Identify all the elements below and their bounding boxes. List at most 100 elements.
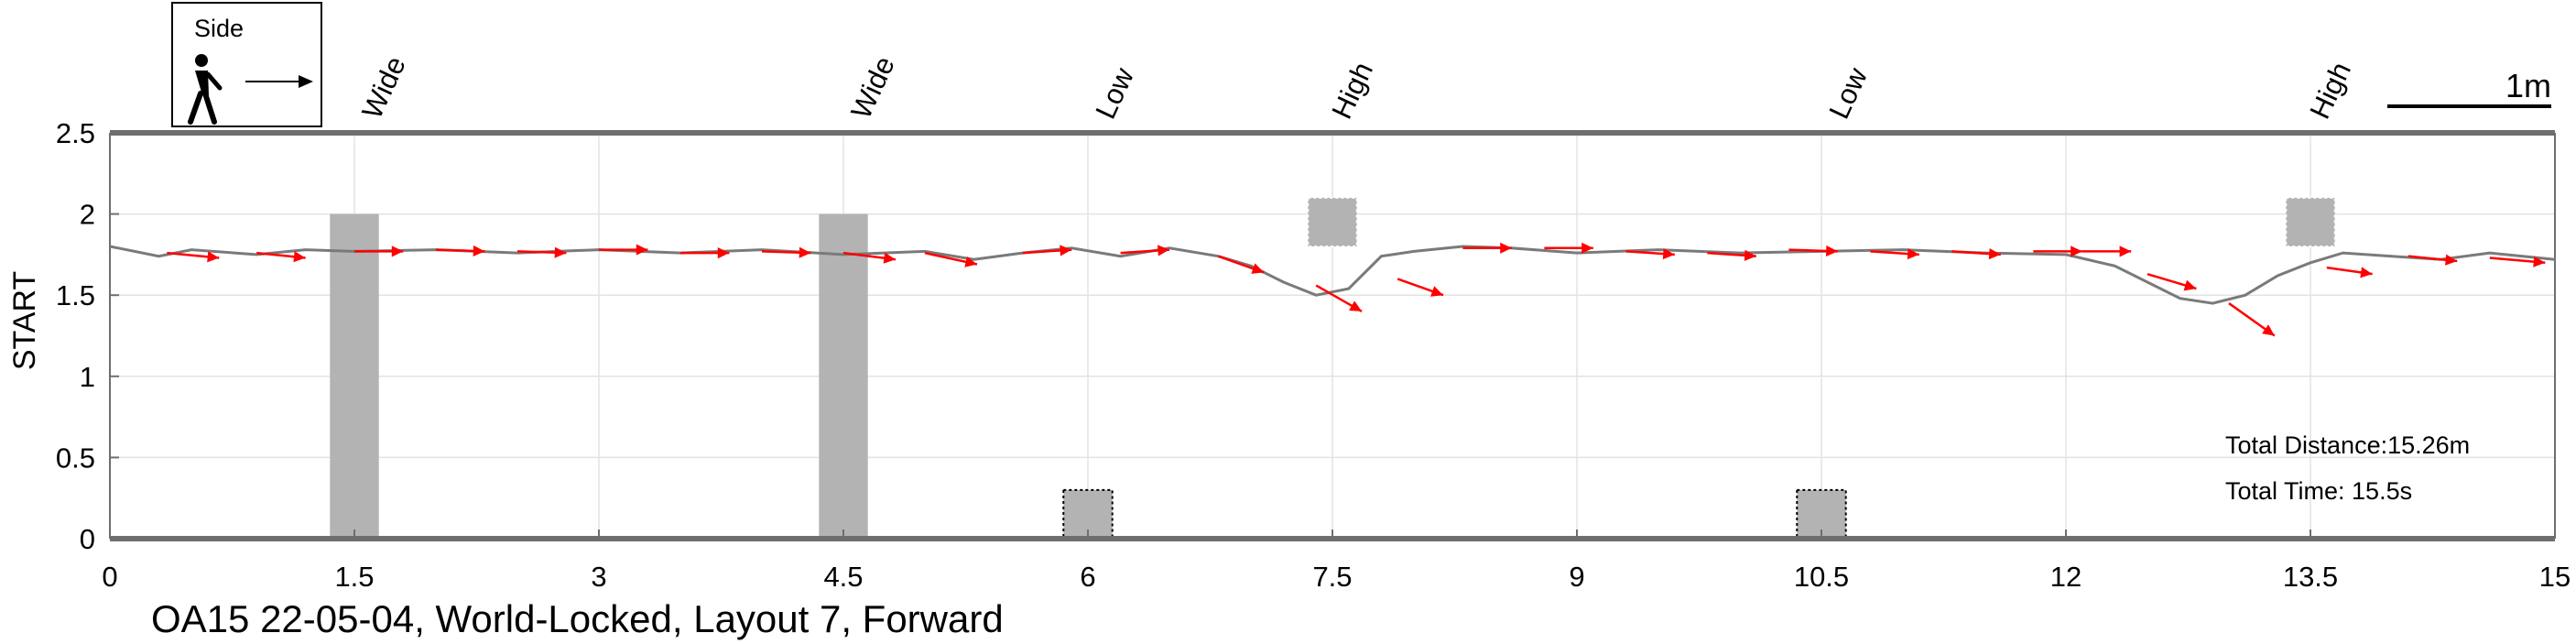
direction-arrow-head [883, 252, 896, 264]
direction-arrow [2489, 256, 2546, 267]
total-distance-text: Total Distance:15.26m [2225, 431, 2470, 459]
direction-arrow-head [717, 247, 730, 259]
y-axis-label: START [7, 271, 42, 370]
direction-legend: Side [171, 2, 322, 127]
obstacle-high [1307, 196, 1358, 248]
obstacle-label: High [1325, 57, 1379, 124]
direction-arrow [1315, 284, 1363, 313]
direction-arrow-head [2262, 324, 2275, 336]
obstacle-label: High [2303, 57, 2357, 124]
direction-arrow-head [2533, 256, 2546, 267]
direction-arrow-head [1825, 245, 1838, 257]
direction-arrow-head [2445, 254, 2458, 266]
direction-arrow-head [1430, 286, 1444, 297]
direction-arrow [1217, 255, 1265, 274]
direction-arrow-head [1662, 247, 1675, 260]
obstacle-label: Wide [355, 51, 412, 124]
direction-legend-label: Side [194, 15, 244, 42]
direction-arrow [1462, 242, 1512, 254]
direction-arrow [354, 246, 404, 257]
y-tick-label: 1 [80, 361, 95, 393]
direction-arrow [1022, 245, 1072, 257]
obstacle-label: Wide [844, 51, 901, 124]
direction-arrow [1397, 278, 1444, 297]
direction-arrow [2033, 246, 2082, 257]
axis-ticks: 0 1.5 3 4.5 6 7.5 9 10.5 12 13.5 15 0 0.5 1 1.5 2 2.5 [56, 117, 2571, 593]
direction-arrow-head [2183, 279, 2197, 291]
direction-arrow [842, 251, 897, 264]
direction-arrow-head [1500, 242, 1512, 254]
direction-arrow [761, 246, 811, 258]
chart-title: OA15 22-05-04, World-Locked, Layout 7, F… [151, 597, 1004, 640]
direction-arrow [2326, 266, 2373, 278]
x-tick-label: 0 [102, 561, 117, 593]
y-tick-label: 0.5 [56, 442, 95, 474]
direction-arrow-head [1907, 247, 1919, 260]
direction-arrow [2408, 254, 2458, 266]
direction-arrow [435, 245, 485, 257]
obstacle-labels: Wide Wide Low High Low High [355, 51, 2357, 124]
x-tick-label: 6 [1080, 561, 1095, 593]
y-tick-label: 2.5 [56, 117, 95, 149]
obstacle-label: Low [1089, 62, 1140, 124]
obstacle-wide [330, 213, 379, 539]
x-tick-label: 15 [2539, 561, 2571, 593]
direction-arrow [167, 251, 220, 263]
total-time-text: Total Time: 15.5s [2225, 477, 2412, 505]
direction-arrow [1788, 245, 1838, 257]
direction-arrow-head [1349, 300, 1363, 311]
direction-arrow-head [636, 244, 648, 256]
x-tick-label: 12 [2050, 561, 2081, 593]
y-tick-label: 1.5 [56, 279, 95, 311]
direction-arrow-head [2360, 267, 2373, 278]
direction-arrow [2147, 272, 2197, 291]
walker-icon [188, 54, 223, 125]
x-tick-label: 9 [1569, 561, 1584, 593]
direction-arrow [2081, 246, 2132, 257]
direction-arrow [1951, 247, 2001, 260]
direction-arrow-head [293, 251, 306, 263]
direction-arrow-head [799, 246, 811, 258]
x-tick-label: 13.5 [2283, 561, 2338, 593]
x-tick-label: 7.5 [1312, 561, 1352, 593]
x-tick-label: 3 [591, 561, 606, 593]
direction-arrow-head [1251, 263, 1265, 274]
direction-arrow [2228, 302, 2276, 337]
direction-arrow-head [964, 256, 977, 267]
direction-arrow [599, 244, 648, 256]
direction-arrow [256, 251, 306, 263]
direction-arrow [1625, 247, 1675, 260]
obstacles-layer [330, 196, 2336, 540]
direction-arrow-head [1581, 242, 1593, 254]
direction-arrow-head [1988, 247, 2001, 260]
right-arrow-icon [245, 75, 313, 88]
direction-arrow-head [1060, 245, 1072, 257]
direction-arrow-head [2071, 246, 2082, 257]
direction-arrow [1870, 247, 1919, 260]
direction-arrows [167, 242, 2546, 337]
direction-arrow [680, 247, 730, 259]
direction-arrow [1544, 242, 1593, 254]
direction-arrow-head [391, 246, 404, 257]
obstacle-high [2285, 196, 2336, 248]
y-tick-label: 2 [80, 199, 95, 231]
direction-arrow-head [1158, 245, 1169, 257]
direction-arrow-head [2119, 246, 2132, 257]
direction-arrow-head [554, 246, 567, 258]
grid-lines [109, 132, 2556, 540]
obstacle-label: Low [1822, 62, 1874, 124]
direction-arrow [924, 251, 978, 267]
direction-arrow [516, 246, 567, 258]
x-tick-label: 10.5 [1794, 561, 1849, 593]
direction-arrow-head [1744, 249, 1756, 261]
direction-arrow-head [207, 251, 220, 263]
obstacle-wide [819, 213, 868, 539]
direction-arrow [1707, 249, 1756, 261]
scale-bar: 1m [2387, 67, 2551, 108]
direction-arrow-head [473, 245, 485, 257]
x-tick-label: 1.5 [334, 561, 374, 593]
direction-arrow [1120, 245, 1170, 257]
x-tick-label: 4.5 [823, 561, 863, 593]
scale-bar-label: 1m [2505, 67, 2551, 104]
